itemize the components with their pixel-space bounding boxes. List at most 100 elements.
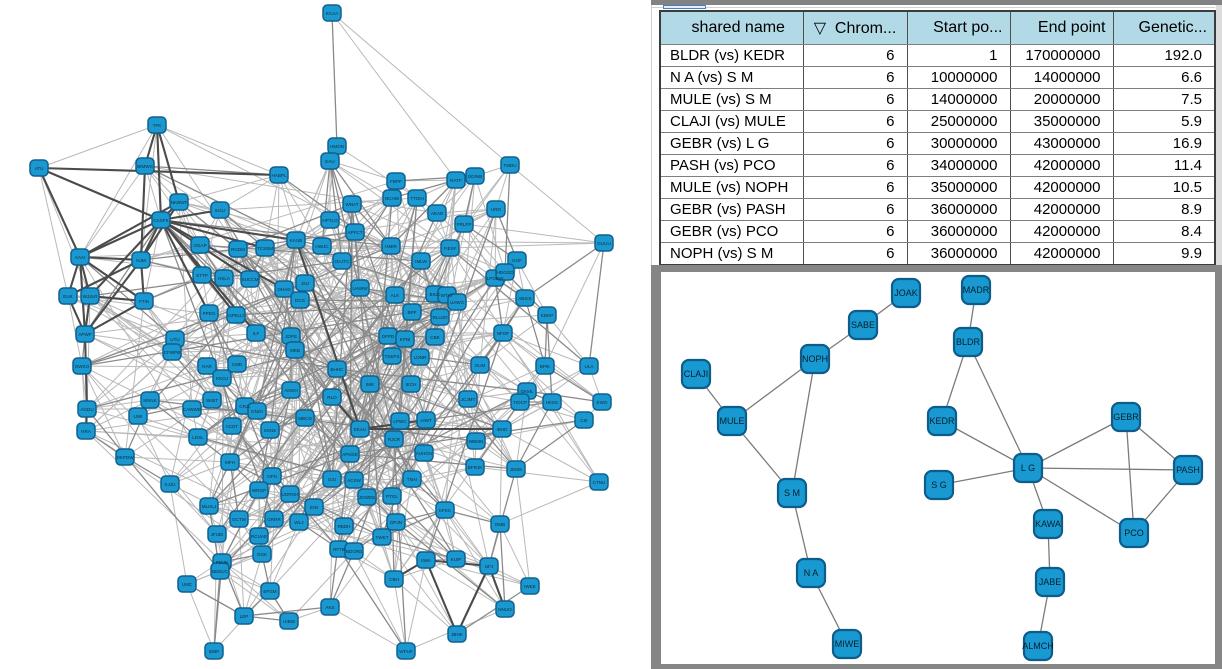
svg-text:HMON: HMON — [330, 144, 344, 149]
svg-text:PRLFP: PRLFP — [457, 222, 472, 227]
svg-text:GEBR: GEBR — [1113, 412, 1139, 422]
svg-text:MIWE: MIWE — [835, 639, 860, 649]
svg-text:NKBWF: NKBWF — [171, 200, 188, 205]
svg-text:RGDM: RGDM — [231, 247, 245, 252]
svg-text:ALMCH: ALMCH — [1022, 641, 1054, 651]
svg-text:KUIP: KUIP — [451, 557, 462, 562]
svg-text:RBDH: RBDH — [337, 524, 350, 529]
svg-text:BPIK: BPIK — [540, 364, 551, 369]
svg-text:CBK: CBK — [430, 335, 440, 340]
svg-text:GKML: GKML — [520, 389, 533, 394]
svg-text:SSNS: SSNS — [264, 428, 277, 433]
svg-text:WLJ: WLJ — [294, 520, 303, 525]
svg-text:TTOIH: TTOIH — [410, 196, 424, 201]
svg-text:OAJTC: OAJTC — [334, 259, 350, 264]
svg-text:AEAB: AEAB — [431, 211, 443, 216]
svg-text:MEB: MEB — [290, 348, 300, 353]
svg-text:WRGP: WRGP — [252, 488, 266, 493]
svg-text:RFTB: RFTB — [333, 547, 345, 552]
svg-text:MSNK: MSNK — [143, 398, 157, 403]
svg-text:KAWA: KAWA — [1035, 519, 1061, 529]
svg-text:HMIR: HMIR — [385, 244, 397, 249]
svg-text:WJJLR: WJJLR — [83, 294, 98, 299]
svg-text:LPWC: LPWC — [393, 419, 407, 424]
svg-text:MFH: MFH — [225, 460, 235, 465]
svg-text:EAU: EAU — [325, 159, 334, 164]
svg-text:UFJ: UFJ — [485, 564, 493, 569]
svg-text:UAWW: UAWW — [353, 286, 369, 291]
svg-text:MULE: MULE — [719, 416, 744, 426]
svg-text:KKOJ: KKOJ — [216, 376, 228, 381]
svg-text:NOPH: NOPH — [802, 354, 828, 364]
svg-text:UWI: UWI — [134, 414, 143, 419]
svg-text:BEEUC: BEEUC — [212, 569, 229, 574]
svg-text:CTNU: CTNU — [593, 480, 606, 485]
svg-text:APWF: APWF — [78, 332, 91, 337]
svg-text:UOROH: UOROH — [281, 492, 298, 497]
svg-text:IUOJ: IUOJ — [215, 208, 225, 213]
svg-text:SKBT: SKBT — [206, 398, 218, 403]
svg-text:TNAI: TNAI — [407, 477, 417, 482]
svg-text:TMDU: TMDU — [503, 163, 516, 168]
svg-text:IMK: IMK — [366, 382, 375, 387]
svg-text:HABPL: HABPL — [271, 173, 287, 178]
svg-text:EWO: EWO — [597, 400, 608, 405]
svg-text:ATU: ATU — [35, 166, 44, 171]
svg-text:AIWT: AIWT — [420, 418, 432, 423]
svg-text:JEMS: JEMS — [510, 467, 522, 472]
svg-text:IECH: IECH — [406, 382, 417, 387]
svg-text:JOAK: JOAK — [894, 288, 918, 298]
svg-text:GUUU: GUUU — [597, 241, 611, 246]
svg-text:PTGL: PTGL — [386, 494, 398, 499]
svg-text:EKAU: EKAU — [354, 427, 367, 432]
svg-text:JCJMT: JCJMT — [461, 397, 476, 402]
svg-text:GGF: GGF — [512, 258, 522, 263]
svg-text:CASFK: CASFK — [153, 218, 169, 223]
svg-text:KFKC: KFKC — [439, 508, 452, 513]
svg-text:GWSO: GWSO — [75, 364, 90, 369]
svg-text:DPJN: DPJN — [390, 520, 402, 525]
svg-text:DCG: DCG — [295, 298, 306, 303]
svg-text:CAWWE: CAWWE — [183, 407, 201, 412]
svg-text:INN: INN — [310, 505, 318, 510]
svg-text:LDSL: LDSL — [192, 435, 204, 440]
svg-text:IBHD: IBHD — [497, 427, 509, 432]
svg-text:CBH: CBH — [389, 577, 399, 582]
svg-text:CFWPB: CFWPB — [164, 350, 181, 355]
svg-text:NJM: NJM — [136, 258, 146, 263]
svg-text:WTAF: WTAF — [441, 293, 454, 298]
svg-text:UMC: UMC — [182, 582, 193, 587]
svg-text:ACDT: ACDT — [226, 424, 239, 429]
svg-text:CMD: CMD — [232, 362, 243, 367]
svg-text:OUM: OUM — [475, 363, 486, 368]
svg-text:CLAJI: CLAJI — [684, 369, 709, 379]
svg-text:LEP: LEP — [240, 614, 249, 619]
svg-text:IIWA: IIWA — [421, 558, 432, 563]
svg-text:S G: S G — [931, 480, 947, 490]
svg-text:BLDR: BLDR — [956, 337, 981, 347]
svg-text:N A: N A — [804, 568, 819, 578]
svg-text:JFUEI: JFUEI — [211, 532, 224, 537]
svg-text:HSLA: HSLA — [218, 276, 231, 281]
svg-text:UIBW: UIBW — [283, 619, 296, 624]
svg-text:CIII: CIII — [580, 418, 587, 423]
svg-text:KDKP: KDKP — [541, 313, 554, 318]
svg-text:ACSW: ACSW — [347, 478, 361, 483]
svg-text:GSI: GSI — [328, 477, 336, 482]
svg-text:DKPDW: DKPDW — [116, 455, 134, 460]
svg-text:DNOI: DNOI — [251, 409, 262, 414]
svg-text:ULA: ULA — [585, 364, 595, 369]
svg-text:LONR: LONR — [414, 355, 427, 360]
svg-text:KPNI: KPNI — [400, 337, 411, 342]
svg-text:GDINB: GDINB — [468, 174, 483, 179]
svg-text:PPEO: PPEO — [203, 311, 216, 316]
svg-text:KCAA: KCAA — [326, 11, 339, 16]
svg-text:EUK: EUK — [63, 294, 73, 299]
svg-text:PCO: PCO — [1124, 528, 1144, 538]
svg-text:AAAI: AAAI — [75, 255, 85, 260]
svg-text:FTIN: FTIN — [139, 299, 149, 304]
svg-text:OFN: OFN — [267, 474, 277, 479]
svg-text:BPF: BPF — [408, 310, 417, 315]
svg-text:RATF: RATF — [450, 178, 462, 183]
svg-text:PASH: PASH — [1176, 465, 1200, 475]
